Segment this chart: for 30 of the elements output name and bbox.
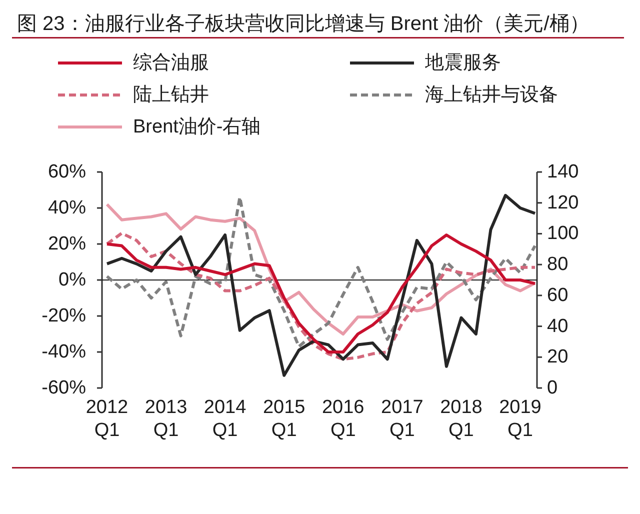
x-tick-label: 2016 Q1 [322, 397, 364, 441]
line-series [106, 194, 536, 377]
legend-label: 综合油服 [133, 52, 209, 74]
y-tick-label: -60% [42, 378, 86, 398]
x-tick-label: 2018 Q1 [440, 397, 482, 441]
y-tick-label: 60% [48, 162, 86, 182]
chart-title: 图 23：油服行业各子板块营收同比增速与 Brent 油价（美元/桶） [17, 12, 590, 35]
y2-tick-label: 0 [547, 378, 558, 398]
x-tick-label: 2017 Q1 [381, 397, 424, 441]
x-tick-label: 2015 Q1 [262, 397, 306, 441]
y2-tick-label: 100 [547, 223, 579, 244]
legend-label: 陆上钻井 [133, 84, 209, 106]
legend-label: 地震服务 [424, 52, 501, 74]
x-tick-label: 2019 Q1 [499, 397, 542, 441]
y2-tick-label: 140 [547, 162, 579, 182]
y-tick-label: -20% [42, 306, 86, 326]
legend-label: 海上钻井与设备 [425, 84, 558, 106]
y-tick-label: 0% [58, 270, 86, 290]
y-tick-label: 40% [48, 198, 86, 218]
y2-tick-label: 40 [547, 316, 568, 337]
x-tick-label: 2012 Q1 [86, 397, 128, 441]
y-tick-label: 20% [48, 234, 86, 254]
y2-tick-label: 120 [547, 192, 579, 214]
x-tick-label: 2013 Q1 [144, 397, 188, 441]
legend-label: Brent油价-右轴 [133, 116, 261, 138]
y-tick-label: -40% [42, 342, 86, 362]
y2-tick-label: 20 [547, 346, 568, 368]
y2-tick-label: 60 [547, 284, 568, 306]
y2-tick-label: 80 [547, 254, 568, 276]
x-tick-label: 2014 Q1 [204, 397, 247, 441]
